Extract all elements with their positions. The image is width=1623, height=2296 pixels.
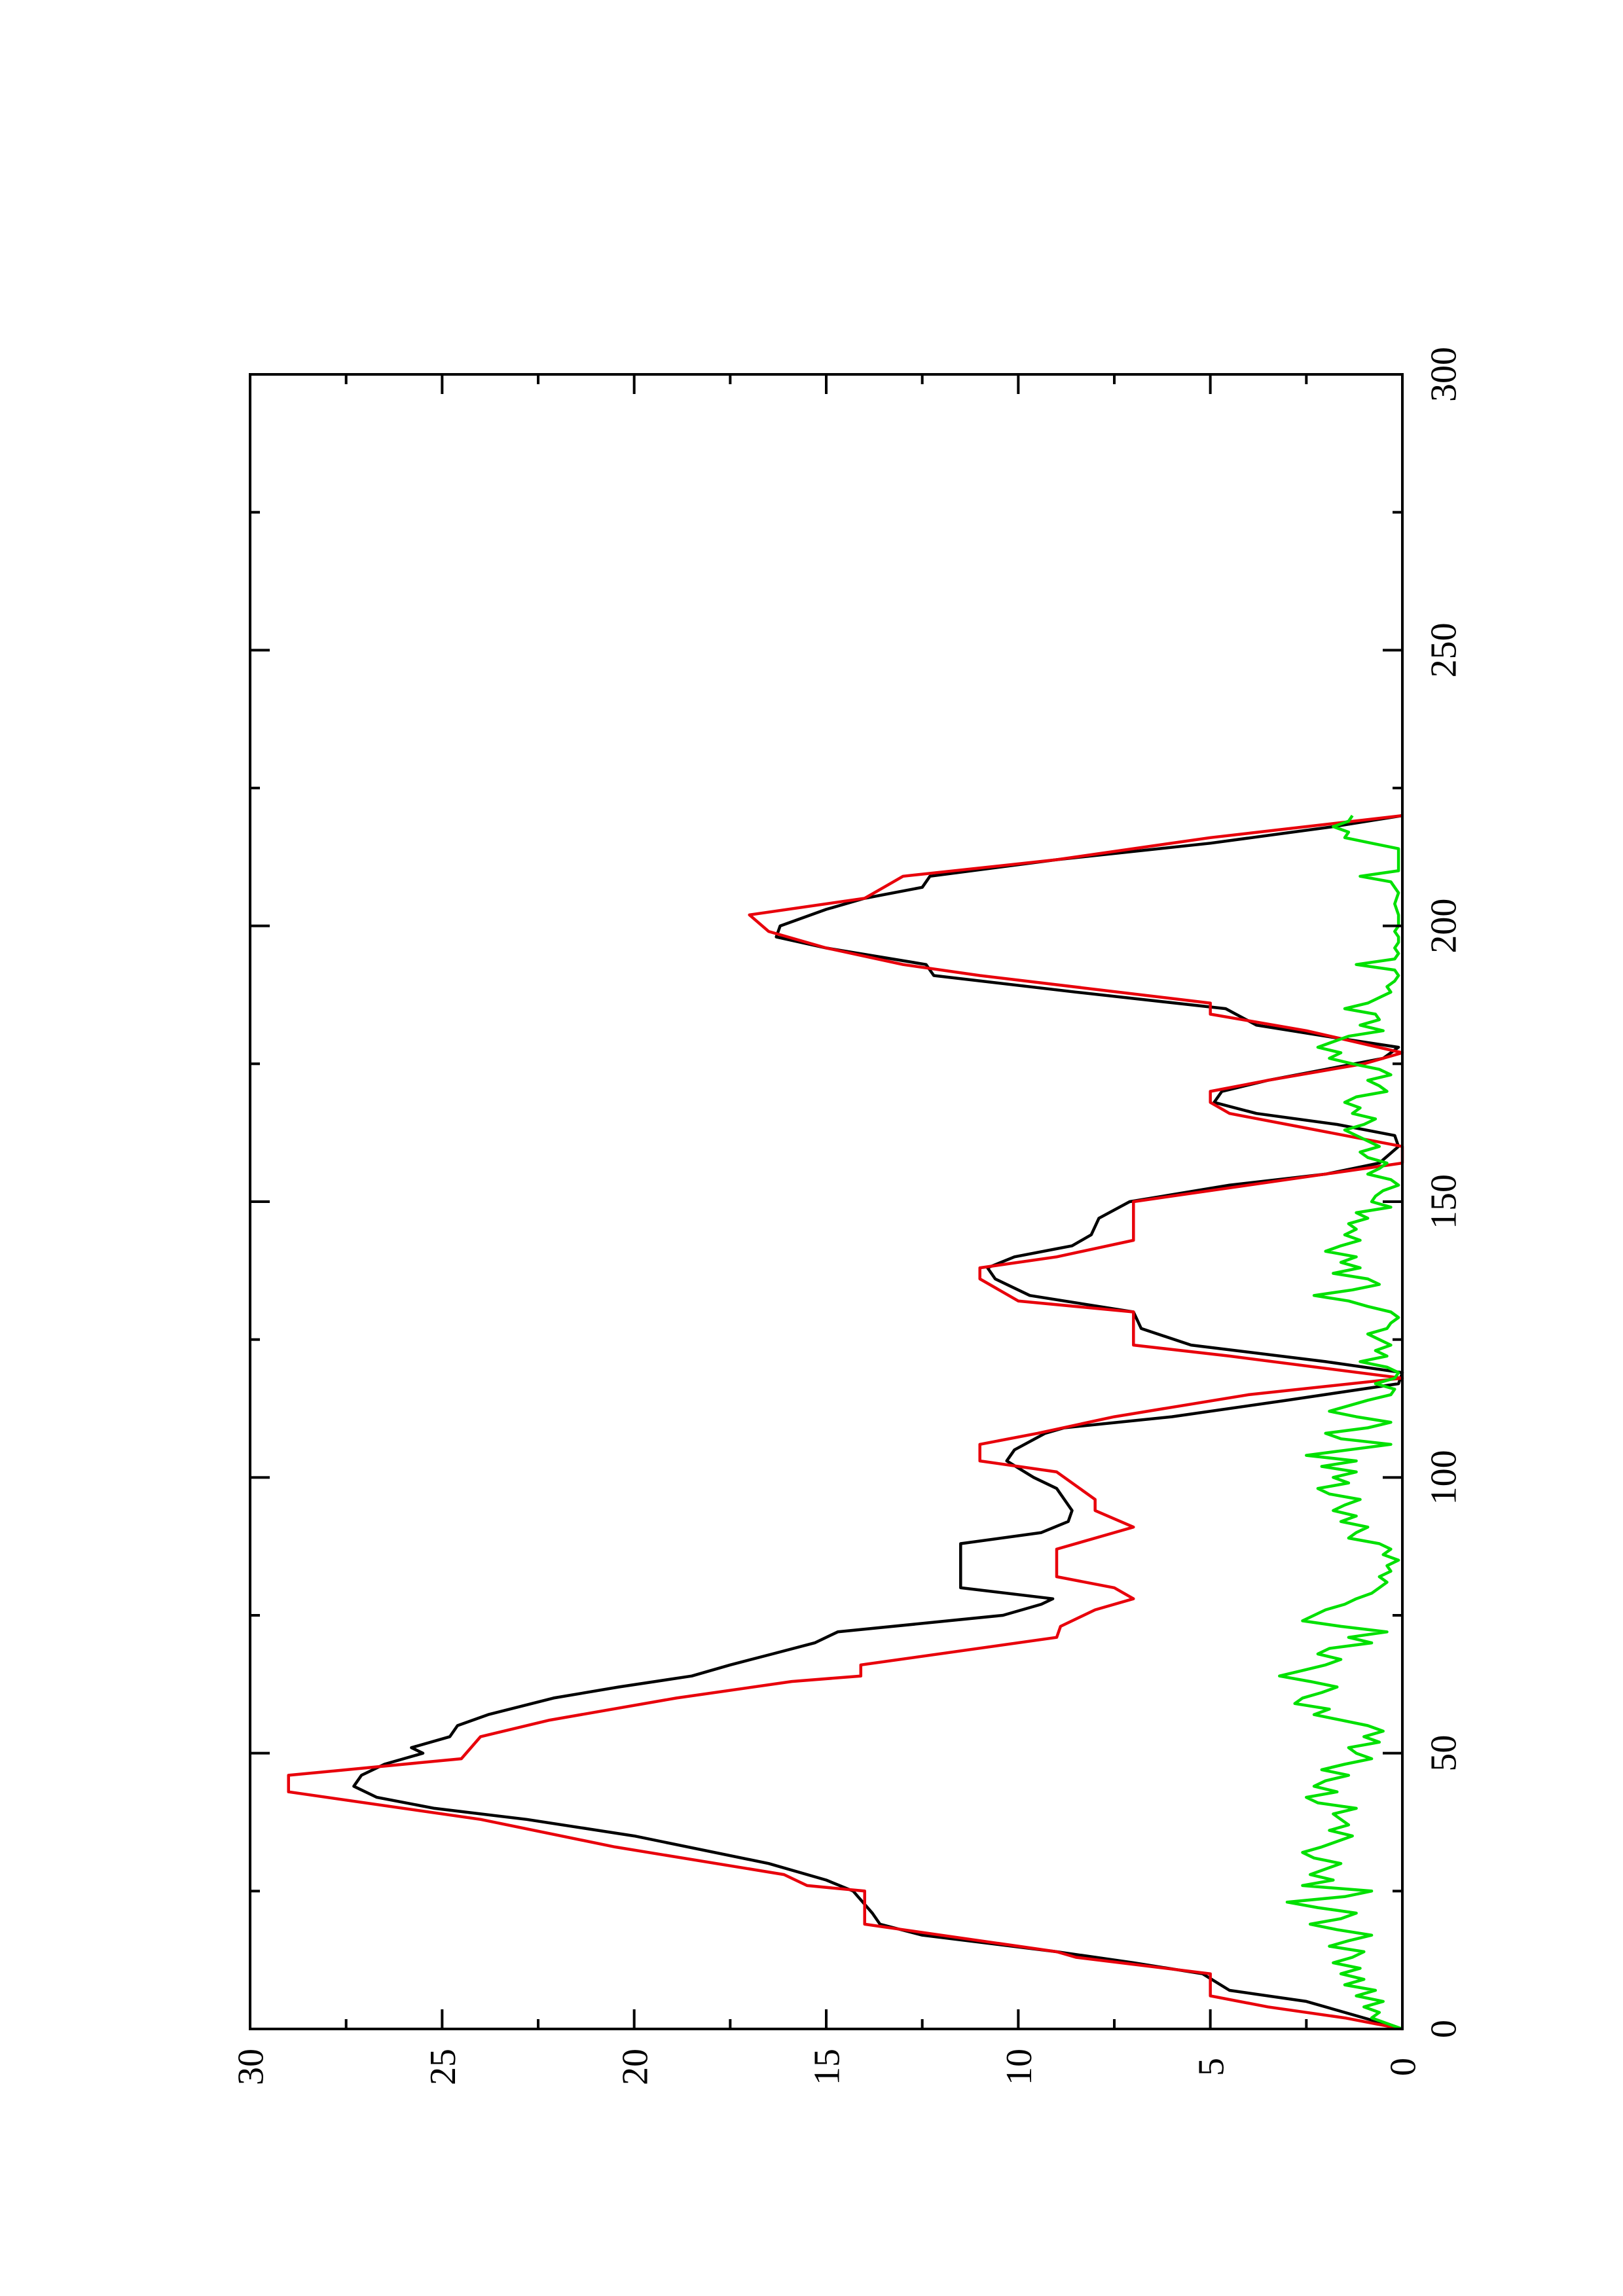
y-tick-label: 5 [1191, 2058, 1231, 2076]
series-line-1 [352, 814, 1404, 2031]
x-tick-label: 250 [1424, 622, 1465, 677]
y-tick-label: 10 [999, 2049, 1040, 2085]
plot-layer [287, 814, 1404, 2031]
axis-layer: 0 50 100 150 200 250 300 0 5 10 15 20 25 30 [231, 347, 1465, 2085]
x-tick-label: 0 [1424, 2020, 1465, 2038]
series-line-2 [287, 814, 1404, 2031]
y-tick-label: 20 [615, 2049, 655, 2085]
y-tick-label: 0 [1383, 2058, 1424, 2076]
plot-frame [249, 373, 1404, 2030]
y-tick-label: 30 [231, 2049, 272, 2085]
y-tick-label: 25 [423, 2049, 464, 2085]
x-tick-label: 200 [1424, 899, 1465, 954]
x-tick-label: 50 [1424, 1735, 1465, 1772]
y-tick-label: 15 [807, 2049, 848, 2085]
x-tick-label: 150 [1424, 1174, 1465, 1229]
series-line-3 [1278, 814, 1403, 2031]
x-tick-label: 100 [1424, 1450, 1465, 1505]
x-tick-label: 300 [1424, 347, 1465, 402]
